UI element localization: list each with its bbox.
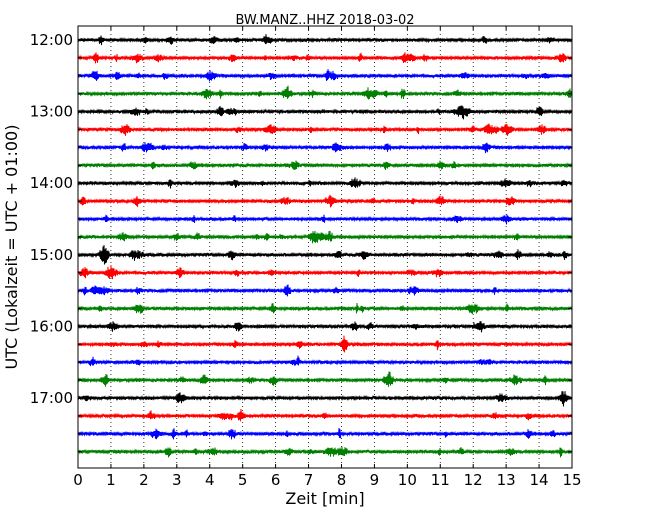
x-tick-label: 5 bbox=[238, 471, 248, 489]
y-tick-label: 13:00 bbox=[30, 103, 73, 121]
seismogram-trace bbox=[77, 245, 573, 265]
seismogram-trace bbox=[77, 105, 573, 120]
seismogram-trace bbox=[77, 194, 573, 208]
y-tick-label: 15:00 bbox=[30, 246, 73, 264]
x-tick-label: 7 bbox=[304, 471, 314, 489]
x-tick-label: 3 bbox=[172, 471, 182, 489]
x-tick-label: 6 bbox=[271, 471, 281, 489]
x-tick-label: 8 bbox=[337, 471, 347, 489]
trace-group bbox=[77, 34, 573, 458]
x-tick-label: 15 bbox=[562, 471, 581, 489]
seismogram-trace bbox=[77, 391, 573, 407]
y-axis-label: UTC (Lokalzeit = UTC + 01:00) bbox=[2, 125, 21, 370]
seismogram-trace bbox=[77, 123, 573, 136]
y-tick-label: 12:00 bbox=[30, 31, 73, 49]
seismogram-trace bbox=[77, 214, 573, 225]
plot-frame bbox=[77, 25, 573, 469]
x-tick-label: 12 bbox=[464, 471, 483, 489]
seismogram-trace bbox=[77, 142, 573, 154]
seismogram-trace bbox=[77, 284, 573, 297]
y-tick-label: 16:00 bbox=[30, 317, 73, 335]
seismogram-trace bbox=[77, 160, 573, 170]
x-tick-label: 10 bbox=[398, 471, 417, 489]
seismogram-trace bbox=[77, 427, 573, 440]
seismogram-trace bbox=[77, 265, 573, 280]
seismogram-trace bbox=[77, 34, 573, 46]
y-tick-label: 17:00 bbox=[30, 389, 73, 407]
seismogram-trace bbox=[77, 230, 573, 244]
chart-title: BW.MANZ..HHZ 2018-03-02 bbox=[235, 13, 414, 28]
axis-ticks: 0 1 2 3 4 5 6 7 8 9 10 11 12 13 14 1512:0013:0014:0015:… bbox=[30, 26, 582, 489]
seismogram-trace bbox=[77, 355, 573, 367]
seismogram-trace bbox=[77, 177, 573, 189]
x-axis-label: Zeit [min] bbox=[285, 489, 364, 508]
seismogram-trace bbox=[77, 85, 573, 100]
plot-area bbox=[78, 26, 572, 468]
seismogram-trace bbox=[77, 335, 573, 353]
x-tick-label: 0 bbox=[73, 471, 83, 489]
x-tick-label: 9 bbox=[370, 471, 380, 489]
x-tick-label: 14 bbox=[530, 471, 549, 489]
seismogram-trace bbox=[77, 408, 573, 422]
x-tick-label: 13 bbox=[497, 471, 516, 489]
grid-lines bbox=[110, 26, 540, 468]
x-tick-label: 4 bbox=[205, 471, 215, 489]
y-tick-label: 14:00 bbox=[30, 174, 73, 192]
seismogram-trace bbox=[77, 371, 573, 387]
seismogram-trace bbox=[77, 446, 573, 458]
seismogram-trace bbox=[77, 69, 573, 82]
seismogram-trace bbox=[77, 302, 573, 314]
x-tick-label: 2 bbox=[139, 471, 149, 489]
seismogram-trace bbox=[77, 52, 573, 64]
x-tick-label: 1 bbox=[106, 471, 116, 489]
seismogram-trace bbox=[77, 321, 573, 333]
x-tick-label: 11 bbox=[431, 471, 450, 489]
